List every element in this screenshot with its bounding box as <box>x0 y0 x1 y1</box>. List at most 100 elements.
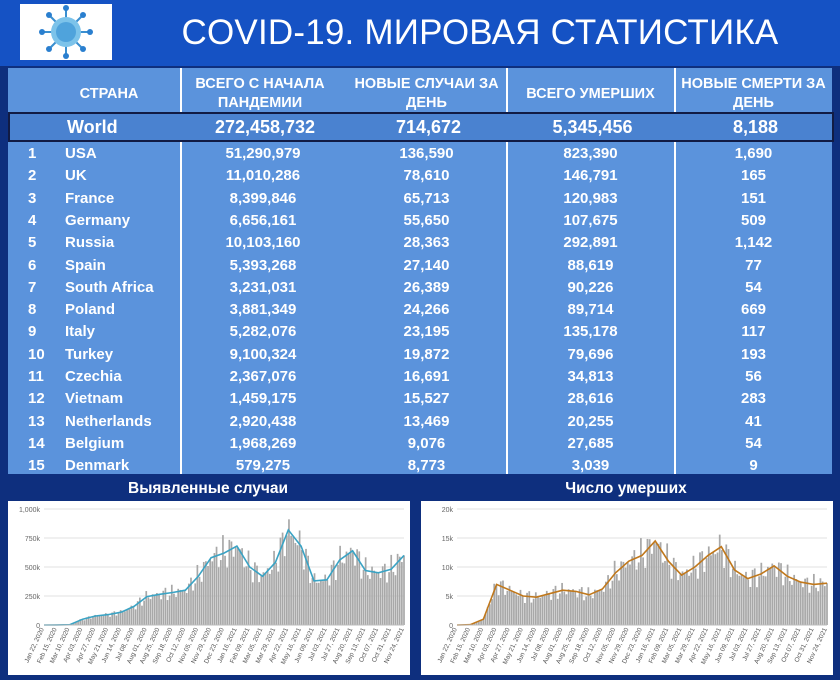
deaths-bar <box>616 574 618 625</box>
cases-bar <box>218 567 220 625</box>
new-deaths-cell: 151 <box>675 188 832 210</box>
deaths-bar <box>671 579 673 625</box>
deaths-bar <box>605 582 607 625</box>
deaths-bar <box>798 581 800 625</box>
cases-bar <box>205 561 207 625</box>
world-total: 272,458,732 <box>182 114 348 140</box>
deaths-bar <box>552 589 554 625</box>
total-deaths-cell: 88,619 <box>507 255 674 277</box>
deaths-bar <box>721 550 723 625</box>
cases-bar <box>361 579 363 625</box>
cases-y-tick-label: 750k <box>25 536 41 543</box>
deaths-bar <box>664 561 666 625</box>
deaths-bar <box>712 552 714 625</box>
deaths-y-tick-label: 5k <box>446 594 454 601</box>
cases-bar <box>395 575 397 625</box>
deaths-bar <box>714 554 716 625</box>
deaths-bar <box>809 593 811 625</box>
cases-bar <box>201 582 203 625</box>
rank-cell: 10 <box>28 344 48 366</box>
new-deaths-cell: 54 <box>675 277 832 299</box>
deaths-bar <box>758 576 760 625</box>
page-title: COVID-19. МИРОВАЯ СТАТИСТИКА <box>120 0 840 66</box>
cases-bar <box>348 554 350 625</box>
total-cases-cell: 10,103,160 <box>180 232 346 254</box>
cases-bar <box>188 584 190 625</box>
total-deaths-cell: 20,255 <box>507 411 674 433</box>
rank-cell: 12 <box>28 388 48 410</box>
cases-bar <box>116 616 118 625</box>
cases-bar <box>143 601 145 625</box>
total-deaths-cell: 28,616 <box>507 388 674 410</box>
cases-bar <box>384 564 386 625</box>
rank-cell: 9 <box>28 321 48 343</box>
total-cases-cell: 1,968,269 <box>180 433 346 455</box>
cases-bar <box>354 566 356 625</box>
deaths-bar <box>693 556 695 625</box>
deaths-bar <box>785 577 787 625</box>
new-deaths-cell: 509 <box>675 210 832 232</box>
deaths-bar <box>561 583 563 625</box>
deaths-bar <box>736 574 738 625</box>
rank-cell: 14 <box>28 433 48 455</box>
new-deaths-cell: 283 <box>675 388 832 410</box>
cases-bar <box>148 597 150 625</box>
total-deaths-cell: 146,791 <box>507 165 674 187</box>
deaths-bar <box>638 562 640 625</box>
rank-cell: 5 <box>28 232 48 254</box>
deaths-bar <box>822 581 824 625</box>
total-deaths-cell: 34,813 <box>507 366 674 388</box>
cases-bar <box>171 585 173 625</box>
cases-bar <box>292 536 294 625</box>
cases-bar <box>122 612 124 625</box>
deaths-bar <box>747 579 749 625</box>
deaths-bar <box>767 567 769 625</box>
cases-bar <box>388 572 390 625</box>
cases-bar <box>309 583 311 625</box>
deaths-bar <box>793 575 795 625</box>
deaths-bar <box>778 563 780 625</box>
cases-bar <box>265 573 267 625</box>
deaths-bar <box>633 550 635 625</box>
country-cell: Czechia <box>65 366 180 388</box>
cases-bar <box>312 578 314 625</box>
total-deaths-cell: 79,696 <box>507 344 674 366</box>
rank-cell: 11 <box>28 366 48 388</box>
deaths-bar <box>649 539 651 625</box>
deaths-y-tick-label: 10k <box>442 565 454 572</box>
cases-bar <box>152 594 154 625</box>
deaths-bar <box>686 569 688 625</box>
deaths-bar <box>644 568 646 625</box>
deaths-bar <box>601 589 603 625</box>
cases-bar <box>273 551 275 625</box>
column-header-new-cases: НОВЫЕ СЛУЧАИ ЗА ДЕНЬ <box>347 72 506 116</box>
deaths-bar <box>760 563 762 625</box>
deaths-bar <box>566 594 568 625</box>
deaths-bar <box>577 597 579 625</box>
deaths-bar <box>489 604 491 625</box>
cases-bar <box>169 596 171 625</box>
new-cases-cell: 23,195 <box>347 321 506 343</box>
deaths-bar <box>653 543 655 625</box>
cases-y-tick-label: 250k <box>25 594 41 601</box>
deaths-bar <box>800 582 802 625</box>
cases-bar <box>235 547 237 625</box>
new-deaths-cell: 1,690 <box>675 143 832 165</box>
deaths-bar <box>826 583 828 625</box>
deaths-bar <box>658 544 660 625</box>
cases-y-tick-label: 500k <box>25 565 41 572</box>
cases-bar <box>277 572 279 625</box>
deaths-bar <box>655 542 657 625</box>
total-cases-cell: 51,290,979 <box>180 143 346 165</box>
column-header-new-deaths: НОВЫЕ СМЕРТИ ЗА ДЕНЬ <box>675 72 832 116</box>
total-deaths-cell: 107,675 <box>507 210 674 232</box>
cases-bar <box>320 580 322 625</box>
total-cases-cell: 9,100,324 <box>180 344 346 366</box>
total-deaths-cell: 292,891 <box>507 232 674 254</box>
cases-bar <box>352 552 354 625</box>
deaths-bar <box>771 564 773 625</box>
